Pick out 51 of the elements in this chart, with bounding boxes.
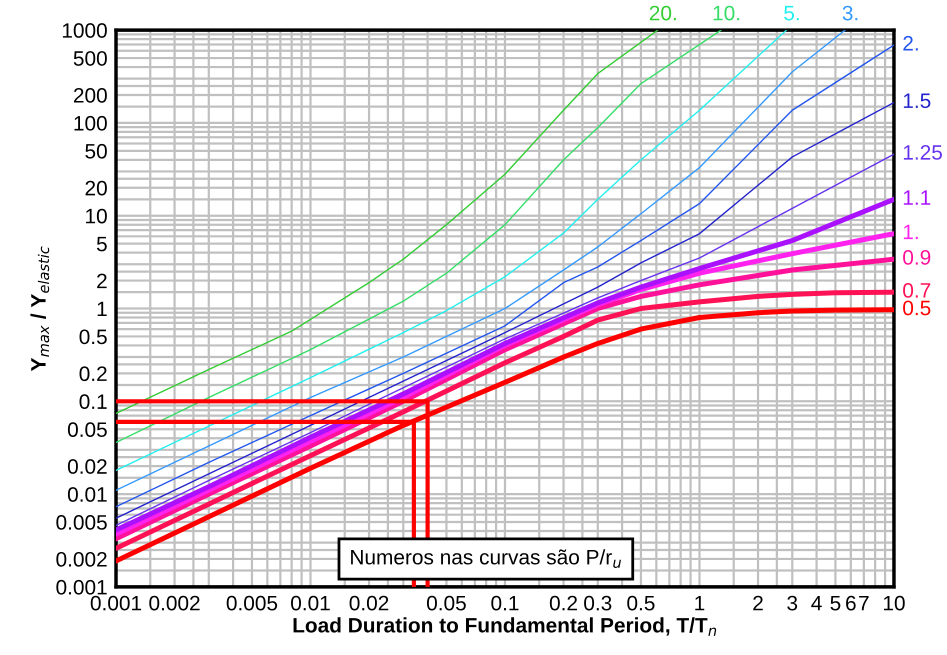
y-tick-label: 200 [74,88,107,103]
x-tick-label: 4 [811,596,822,610]
series-label: 20. [650,6,676,20]
y-tick-label: 1000 [62,23,107,38]
x-tick-label: 0.1 [491,596,518,611]
x-tick-label: 0.002 [149,596,200,611]
series-label: 0.5 [903,300,930,316]
series-label: 1.1 [904,190,930,205]
y-tick-label: 50 [85,144,107,159]
y-tick-label: 1 [98,302,107,316]
series-label: 5. [784,6,799,20]
x-tick-label: 5 [830,596,840,611]
y-tick-label: 0.05 [68,422,107,437]
y-tick-label: 0.01 [68,487,107,502]
y-tick-label: 2 [97,274,107,288]
y-tick-label: 5 [96,236,107,252]
x-tick-label: 2 [753,596,763,610]
y-tick-label: 0.5 [80,329,107,344]
x-tick-label: 0.02 [350,596,388,611]
x-axis-title: Load Duration to Fundamental Period, T/T$_{n}$ [294,617,716,636]
x-tick-label: 0.5 [627,596,655,611]
y-tick-label: 500 [74,51,107,66]
series-label: 2. [903,36,918,50]
x-tick-label: 0.05 [426,596,466,611]
y-axis-title: Y$_{max}$ / Y$_{elastic}$ [30,246,50,372]
annotation: Numeros nas curvas são P/r$_{u}$ [351,549,622,568]
series-label: 0.7 [903,283,930,298]
y-tick-label: 0.002 [56,552,107,567]
y-tick-label: 10 [86,208,107,224]
series-label: 10. [714,6,740,20]
x-tick-label: 0.01 [291,596,330,611]
series-label: 3. [842,6,858,20]
x-tick-label: 0.005 [226,596,278,611]
x-tick-label: 7 [859,596,869,610]
y-tick-label: 0.005 [56,515,107,530]
x-tick-label: 0.3 [584,596,612,611]
x-tick-label: 3 [787,596,798,611]
y-tick-label: 0.02 [68,459,107,474]
series-label: 1. [904,224,918,240]
y-tick-label: 0.2 [80,366,107,382]
x-tick-label: 10 [884,596,905,611]
y-tick-label: 20 [86,180,107,196]
x-tick-label: 0.2 [550,596,577,611]
y-tick-label: 0.001 [56,580,107,595]
series-label: 1.25 [904,145,942,160]
y-tick-label: 100 [74,116,107,131]
x-tick-label: 6 [846,596,856,611]
series-label: 1.5 [904,94,930,108]
x-tick-label: 1 [695,596,704,610]
series-label: 0.9 [903,250,930,265]
y-tick-label: 0.1 [80,394,107,410]
